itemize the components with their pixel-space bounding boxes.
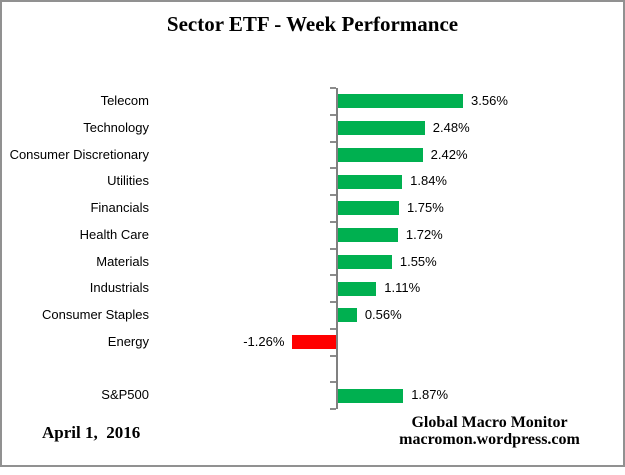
bar-consumer-staples	[337, 308, 357, 323]
value-label-energy: -1.26%	[243, 333, 285, 349]
axis-tick	[330, 87, 336, 89]
category-label-materials: Materials	[96, 253, 149, 269]
bar-energy	[292, 335, 337, 350]
axis-tick	[330, 381, 336, 384]
axis-tick	[330, 247, 336, 250]
axis-tick	[330, 274, 336, 277]
value-label-consumer-staples: 0.56%	[364, 307, 402, 322]
category-label-technology: Technology	[83, 119, 149, 135]
axis-tick	[330, 140, 336, 143]
value-label-health-care: 1.72%	[405, 226, 443, 242]
brand-name: Global Macro Monitor	[411, 414, 568, 431]
axis-tick	[330, 113, 336, 116]
value-label-consumer-discretionary: 2.42%	[430, 146, 468, 162]
category-spacer	[2, 356, 149, 383]
axis-tick	[330, 194, 336, 196]
bar-materials	[337, 254, 392, 269]
value-label-industrials: 1.11%	[384, 280, 421, 296]
category-axis-line	[336, 88, 338, 409]
category-label-utilities: Utilities	[107, 173, 149, 189]
value-label-materials: 1.55%	[399, 253, 437, 269]
value-label-s-p500: 1.87%	[411, 387, 449, 403]
category-label-financials: Financials	[90, 200, 149, 215]
axis-tick	[330, 220, 336, 223]
category-label-consumer-staples: Consumer Staples	[42, 307, 149, 322]
value-label-telecom: 3.56%	[471, 93, 508, 108]
axis-tick	[330, 408, 336, 410]
chart-title: Sector ETF - Week Performance	[166, 12, 459, 36]
category-label-industrials: Industrials	[89, 280, 149, 296]
bar-health-care	[337, 228, 398, 243]
category-label-consumer-discretionary: Consumer Discretionary	[9, 146, 149, 162]
axis-tick	[330, 301, 336, 303]
value-label-utilities: 1.84%	[410, 173, 447, 189]
bar-industrials	[337, 281, 377, 296]
bar-telecom	[337, 94, 464, 109]
bar-financials	[337, 201, 399, 216]
axis-tick	[330, 354, 336, 357]
footer-brand: Global Macro Monitor macromon.wordpress.…	[372, 414, 607, 448]
footer-date: April 1, 2016	[42, 423, 141, 442]
bar-utilities	[337, 174, 403, 189]
bar-s-p500	[337, 388, 404, 403]
axis-tick	[330, 167, 336, 170]
brand-url: macromon.wordpress.com	[399, 431, 580, 448]
bar-technology	[337, 121, 425, 136]
category-label-energy: Energy	[107, 333, 149, 349]
bar-consumer-discretionary	[337, 147, 423, 162]
category-label-health-care: Health Care	[79, 226, 149, 242]
axis-tick	[330, 327, 336, 330]
category-label-telecom: Telecom	[100, 93, 149, 108]
value-label-technology: 2.48%	[432, 119, 470, 135]
category-label-s-p500: S&P500	[101, 387, 149, 403]
value-label-financials: 1.75%	[406, 200, 444, 215]
